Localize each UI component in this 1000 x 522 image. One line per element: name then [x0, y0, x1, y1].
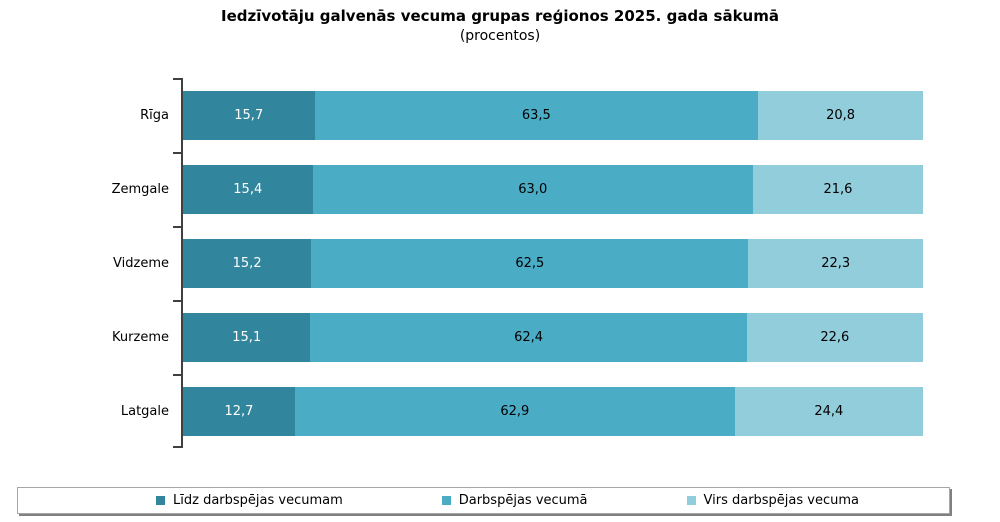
bar-segment: 15,2	[183, 238, 312, 288]
category-label: Rīga	[140, 107, 169, 123]
bar-segment: 15,1	[183, 312, 311, 362]
stacked-bar: 15,4 63,0 21,6	[183, 164, 923, 214]
category-label: Kurzeme	[112, 329, 169, 345]
axis-tick	[173, 226, 181, 228]
chart-title: Iedzīvotāju galvenās vecuma grupas reģio…	[221, 7, 779, 25]
category-label: Zemgale	[111, 181, 169, 197]
bar-segment: 63,0	[312, 164, 753, 214]
bar-segment: 22,3	[748, 238, 924, 288]
value-label: 62,4	[514, 329, 544, 345]
stacked-bar: 15,7 63,5 20,8	[183, 90, 924, 140]
stacked-bar: 15,2 62,5 22,3	[183, 238, 924, 288]
value-label: 20,8	[826, 107, 856, 123]
bar-row: Rīga 15,7 63,5 20,8	[0, 78, 1000, 152]
value-label: 21,6	[823, 181, 853, 197]
bar-segment: 62,5	[311, 238, 749, 288]
value-label: 62,9	[500, 403, 530, 419]
value-label: 22,3	[821, 255, 851, 271]
bar-segment: 20,8	[758, 90, 924, 140]
legend-label: Virs darbspējas vecuma	[703, 493, 860, 508]
stacked-bar: 12,7 62,9 24,4	[183, 386, 923, 436]
bar-segment: 24,4	[734, 386, 923, 436]
bar-row: Kurzeme 15,1 62,4 22,6	[0, 300, 1000, 374]
legend-item: Darbspējas vecumā	[441, 493, 588, 508]
axis-tick	[173, 300, 181, 302]
bar-segment: 63,5	[314, 90, 759, 140]
value-label: 15,1	[232, 329, 262, 345]
bar-segment: 62,4	[310, 312, 747, 362]
bar-segment: 22,6	[746, 312, 924, 362]
value-label: 24,4	[814, 403, 844, 419]
bar-segment: 62,9	[294, 386, 735, 436]
legend-item: Līdz darbspējas vecumam	[156, 493, 343, 508]
category-axis	[173, 78, 183, 448]
stacked-bar: 15,1 62,4 22,6	[183, 312, 924, 362]
value-label: 63,0	[518, 181, 548, 197]
legend-label: Līdz darbspējas vecumam	[173, 493, 343, 508]
legend: Līdz darbspējas vecumam Darbspējas vecum…	[17, 487, 950, 514]
value-label: 15,7	[234, 107, 264, 123]
value-label: 15,4	[233, 181, 263, 197]
bar-segment: 15,4	[183, 164, 313, 214]
value-label: 15,2	[232, 255, 262, 271]
axis-tick	[173, 78, 181, 80]
category-label: Vidzeme	[113, 255, 169, 271]
bar-segment: 15,7	[183, 90, 315, 140]
legend-swatch-icon	[156, 496, 165, 505]
legend-item: Virs darbspējas vecuma	[686, 493, 860, 508]
value-label: 63,5	[521, 107, 551, 123]
value-label: 62,5	[515, 255, 545, 271]
bar-row: Latgale 12,7 62,9 24,4	[0, 374, 1000, 448]
value-label: 12,7	[224, 403, 254, 419]
category-label: Latgale	[120, 403, 169, 419]
axis-tick	[173, 446, 181, 448]
legend-label: Darbspējas vecumā	[458, 493, 588, 508]
legend-swatch-icon	[441, 496, 451, 505]
bar-row: Vidzeme 15,2 62,5 22,3	[0, 226, 1000, 300]
plot-area: Rīga 15,7 63,5 20,8 Zemgale 15,4 63,0 21,6 Vidze…	[0, 78, 1000, 448]
bar-segment: 12,7	[183, 386, 295, 436]
bar-row: Zemgale 15,4 63,0 21,6	[0, 152, 1000, 226]
axis-tick	[173, 374, 181, 376]
legend-swatch-icon	[686, 496, 696, 505]
axis-tick	[173, 152, 181, 154]
value-label: 22,6	[820, 329, 850, 345]
bar-segment: 21,6	[752, 164, 923, 214]
chart-subtitle: (procentos)	[459, 28, 541, 44]
